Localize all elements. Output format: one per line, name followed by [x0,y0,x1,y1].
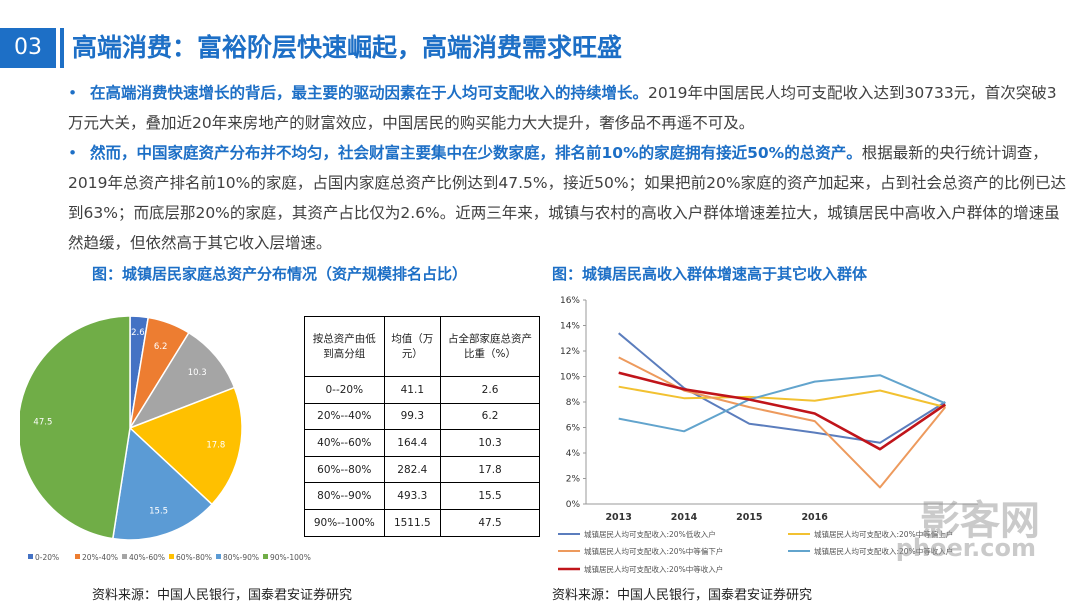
table-cell: 17.8 [440,455,540,484]
table-row: 90%--100% 1511.5 47.5 [304,508,540,537]
pie-data-label: 2.6 [131,328,145,338]
pie-chart: 2.6 6.2 10.3 17.8 15.5 47.5 0-20% 20%-40% 40%-60… [20,315,311,562]
y-tick-label: 14% [560,322,580,332]
bullet-text: 2019年中国居民人均可支配收入达到30733元，首次突破3万元大关，叠加近20… [68,84,1057,132]
table-header-row: 按总资产由低到高分组 均值（万元） 占全部家庭总资产比重（%） [304,316,540,377]
y-tick-label: 4% [566,449,581,459]
y-tick-label: 8% [566,398,581,408]
legend-swatch [263,554,268,559]
table-cell: 60%--80% [304,455,385,484]
pie-data-label: 15.5 [149,507,168,517]
legend-swatch [169,554,174,559]
table-header-cell: 按总资产由低到高分组 [304,316,385,377]
pie-data-label: 47.5 [33,417,52,427]
bullet-dot: • [68,84,78,102]
bullet-highlight: 然而，中国家庭资产分布并不均匀，社会财富主要集中在少数家庭，排名前10%的家庭拥… [90,144,862,162]
series-line [618,356,947,489]
y-tick-label: 16% [560,296,580,306]
pie-slice [128,331,236,430]
legend-label: 20%-40% [82,553,118,562]
legend-swatch [75,554,80,559]
series-line [618,371,947,451]
legend-label: 90%-100% [270,553,311,562]
right-chart-caption: 图：城镇居民高收入群体增速高于其它收入群体 [552,265,868,283]
table-cell: 99.3 [383,402,442,431]
table-cell: 493.3 [383,482,442,510]
legend-label: 0-20% [35,553,59,562]
legend-label: 城镇居民人均可支配收入:20%中等偏下户 [584,546,723,556]
table-row: 40%--60% 164.4 10.3 [304,429,540,457]
legend-label: 城镇居民人均可支配收入:20%低收入户 [584,529,716,539]
series-line [618,385,946,409]
line-chart: 0% 2% 4% 6% 8% 10% 12% 14% 16% 2013 2014 2015 2016 城镇… [558,296,978,574]
table-header-cell: 均值（万元） [383,316,442,377]
watermark-url: phoer.com [895,534,1036,562]
pie-slice [111,426,214,541]
legend-label: 城镇居民人均可支配收入:20%中等收入户 [584,564,723,574]
y-tick-label: 10% [560,373,580,383]
table-row: 60%--80% 282.4 17.8 [304,455,540,484]
left-source-note: 资料来源：中国人民银行，国泰君安证券研究 [92,588,353,603]
title-accent-bar [60,28,64,68]
table-cell: 80%--90% [304,482,385,510]
watermark-logo: 影客网 [920,498,1040,544]
legend-label: 80%-90% [223,553,259,562]
table-row: 20%--40% 99.3 6.2 [304,402,540,431]
legend-swatch [216,554,221,559]
table-row: 0--20% 41.1 2.6 [304,376,540,404]
y-tick-label: 12% [560,347,580,357]
pie-data-label: 10.3 [188,368,207,378]
legend-label: 城镇居民人均可支配收入:20%中等收入户 [814,546,953,556]
left-chart-caption: 图：城镇居民家庭总资产分布情况（资产规模排名占比） [92,265,468,283]
y-tick-label: 0% [566,500,581,510]
slide-number: 03 [0,28,56,68]
x-tick-label: 2016 [801,512,828,523]
table-cell: 20%--40% [304,402,385,431]
bullet-highlight: 在高端消费快速增长的背后，最主要的驱动因素在于人均可支配收入的持续增长。 [90,84,649,102]
table-cell: 47.5 [440,508,540,537]
series-line [618,332,946,444]
table-cell: 90%--100% [304,508,385,537]
y-tick-label: 6% [566,424,581,434]
bullet-paragraph-1: • 在高端消费快速增长的背后，最主要的驱动因素在于人均可支配收入的持续增长。201… [68,78,1068,138]
table-cell: 10.3 [440,429,540,457]
series-line [618,374,946,433]
table-cell: 2.6 [440,376,540,404]
bullet-text: 根据最新的央行统计调查，2019年总资产排名前10%的家庭，占国内家庭总资产比例… [68,144,1067,252]
table-cell: 0--20% [304,376,385,404]
legend-label: 城镇居民人均可支配收入:20%中等偏上户 [814,529,953,539]
bullet-paragraph-2: • 然而，中国家庭资产分布并不均匀，社会财富主要集中在少数家庭，排名前10%的家庭… [68,138,1068,258]
x-tick-label: 2013 [605,512,631,523]
legend-label: 60%-80% [176,553,212,562]
table-cell: 41.1 [383,376,442,404]
legend-swatch [122,554,127,559]
asset-distribution-table: 按总资产由低到高分组 均值（万元） 占全部家庭总资产比重（%） 0--20% 4… [304,316,540,537]
right-source-note: 资料来源：中国人民银行，国泰君安证券研究 [552,588,813,603]
table-row: 80%--90% 493.3 15.5 [304,482,540,510]
page-title: 高端消费：富裕阶层快速崛起，高端消费需求旺盛 [72,33,623,62]
pie-slice [128,386,243,506]
table-cell: 1511.5 [383,508,442,537]
pie-data-label: 6.2 [154,342,168,352]
x-tick-label: 2015 [736,512,762,523]
legend-swatch [28,554,33,559]
table-cell: 40%--60% [304,429,385,457]
pie-slice [20,315,131,540]
table-header-cell: 占全部家庭总资产比重（%） [440,316,540,377]
y-tick-label: 2% [566,475,581,485]
table-cell: 6.2 [440,402,540,431]
table-cell: 15.5 [440,482,540,510]
table-cell: 164.4 [383,429,442,457]
bullet-dot: • [68,144,78,162]
x-tick-label: 2014 [671,512,698,523]
legend-label: 40%-60% [129,553,165,562]
table-cell: 282.4 [383,455,442,484]
pie-data-label: 17.8 [206,441,225,451]
